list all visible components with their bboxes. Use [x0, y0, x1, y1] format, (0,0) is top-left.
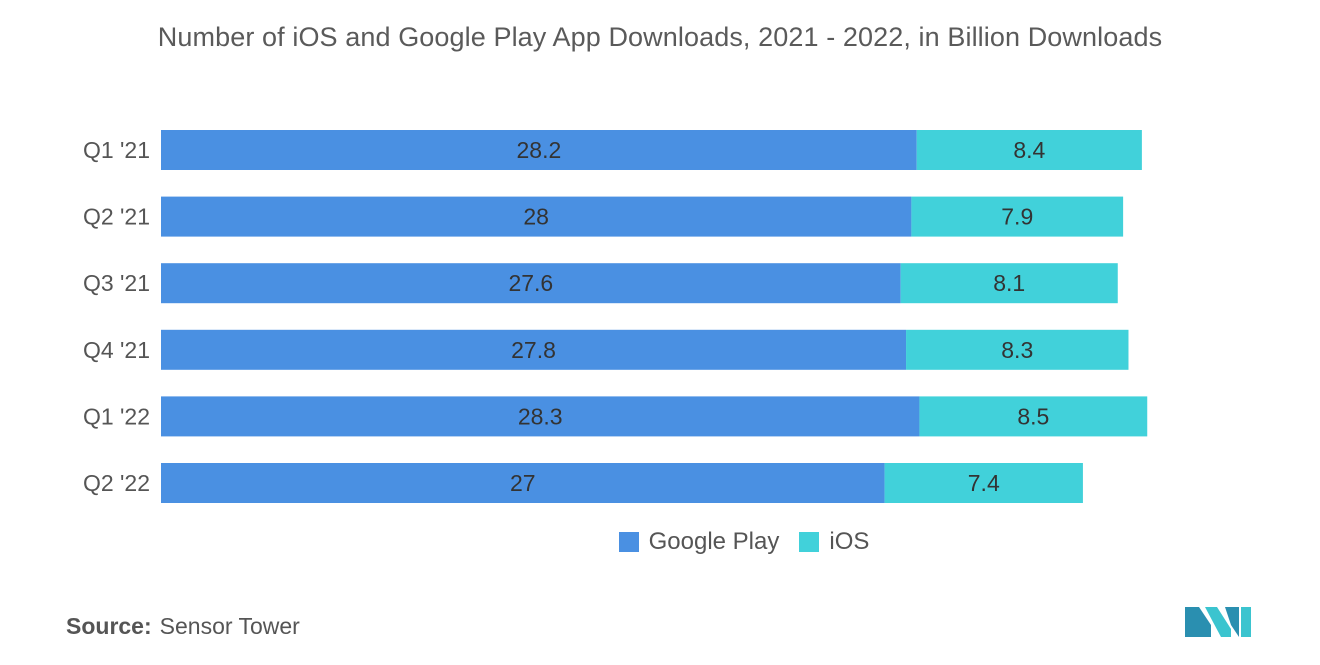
legend-swatch-ios: [799, 532, 820, 552]
data-label-ios-q2-21: 7.9: [1001, 204, 1033, 230]
bar-google-play-q3-21: [161, 263, 901, 304]
bar-ios-q2-21: [911, 196, 1124, 237]
category-label-q1-21: Q1 '21: [83, 137, 150, 163]
bar-ios-q4-21: [906, 329, 1129, 370]
category-label-q4-21: Q4 '21: [83, 337, 150, 363]
bar-google-play-q2-22: [161, 463, 885, 503]
data-label-google-play-q2-21: 28: [523, 204, 549, 230]
legend-label-ios: iOS: [829, 528, 870, 555]
bar-chart: Q1 '21 28.2 8.4 Q2 '21 28 7.9 Q3 '21 27.6 8.1 Q4 …: [83, 130, 1148, 503]
source-note: Source: Sensor Tower: [66, 613, 300, 640]
source-value: Sensor Tower: [159, 613, 300, 639]
legend-item-google-play: Google Play: [618, 528, 780, 556]
bar-google-play-q1-22: [161, 396, 920, 437]
data-label-ios-q3-21: 8.1: [993, 270, 1025, 296]
data-label-ios-q2-22: 7.4: [968, 470, 1000, 496]
category-label-q2-22: Q2 '22: [83, 470, 150, 496]
data-label-ios-q1-21: 8.4: [1013, 137, 1045, 163]
data-label-google-play-q3-21: 27.6: [508, 270, 553, 296]
data-label-ios-q1-22: 8.5: [1017, 403, 1049, 429]
category-label-q3-21: Q3 '21: [83, 270, 150, 296]
bar-ios-q3-21: [900, 263, 1118, 304]
bar-google-play-q1-21: [161, 130, 917, 170]
bar-ios-q1-21: [916, 130, 1142, 170]
data-label-google-play-q4-21: 27.8: [511, 337, 556, 363]
legend-swatch-google-play: [618, 532, 639, 552]
bar-google-play-q2-21: [161, 196, 912, 237]
category-label-q1-22: Q1 '22: [83, 403, 150, 429]
chart-legend: Google Play iOS: [0, 528, 1320, 556]
chart-title: Number of iOS and Google Play App Downlo…: [157, 22, 1163, 52]
data-label-google-play-q2-22: 27: [510, 470, 536, 496]
data-label-google-play-q1-21: 28.2: [516, 137, 561, 163]
bar-ios-q2-22: [884, 463, 1083, 503]
data-label-ios-q4-21: 8.3: [1001, 337, 1033, 363]
data-label-google-play-q1-22: 28.3: [518, 403, 563, 429]
bar-ios-q1-22: [919, 396, 1148, 437]
source-label: Source:: [66, 613, 152, 639]
bar-google-play-q4-21: [161, 329, 907, 370]
brand-logo: [1185, 607, 1251, 637]
legend-item-ios: iOS: [799, 528, 869, 556]
category-label-q2-21: Q2 '21: [83, 204, 150, 230]
legend-label-google-play: Google Play: [648, 528, 780, 555]
